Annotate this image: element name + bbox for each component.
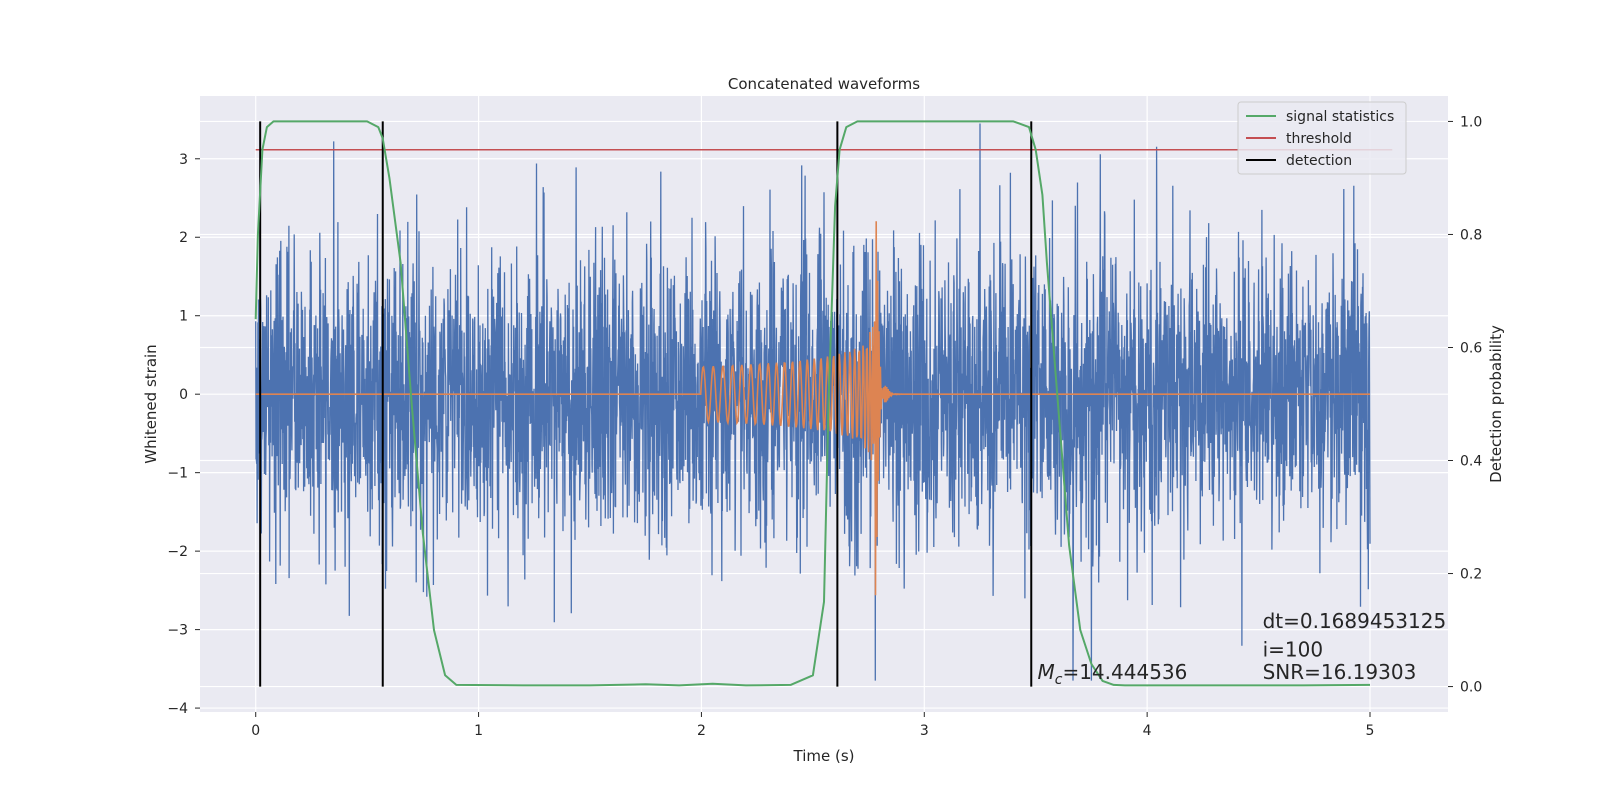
x-tick-label: 3 [920, 723, 929, 739]
y-tick-label: −4 [167, 701, 188, 717]
annotations: Mc=14.444536 dt=0.1689453125 i=100SNR=16.… [1037, 609, 1446, 688]
y-tick-label: 0 [179, 387, 188, 403]
legend-label: threshold [1286, 131, 1352, 147]
y-tick-label: 2 [179, 230, 188, 246]
chart-title: Concatenated waveforms [728, 75, 920, 93]
annotation-dt: dt=0.1689453125 [1263, 609, 1447, 633]
plot-data [254, 120, 1393, 687]
annotation-i: i=100 [1263, 637, 1324, 661]
y-right-tick-label: 0.0 [1460, 680, 1482, 696]
x-axis-label: Time (s) [793, 747, 855, 765]
y-axis-right-label: Detection probability [1487, 325, 1505, 483]
y-right-tick-label: 0.6 [1460, 340, 1482, 356]
x-tick-label: 1 [474, 723, 483, 739]
y-right-tick-label: 0.2 [1460, 567, 1482, 583]
annotation-mc: Mc=14.444536 [1037, 660, 1187, 688]
legend-label: detection [1286, 153, 1352, 169]
annotation-snr: SNR=16.19303 [1263, 660, 1417, 684]
y-right-tick-label: 0.8 [1460, 227, 1482, 243]
y-axis-label: Whitened strain [142, 344, 160, 463]
y-tick-label: −2 [167, 544, 188, 560]
y-right-tick-label: 1.0 [1460, 114, 1482, 130]
y-tick-label: −3 [167, 623, 188, 639]
x-tick-label: 5 [1366, 723, 1375, 739]
y-right-tick-label: 0.4 [1460, 454, 1482, 470]
legend-box [1237, 101, 1407, 175]
x-tick-label: 0 [251, 723, 260, 739]
axes: 0 1 2 3 4 5 −4 −3 −2 −1 0 1 2 3 0.0 0.2 0.4 0.6 0.8 1.0 [167, 114, 1482, 739]
legend-label: signal statistics [1286, 109, 1394, 125]
signal-statistics-line [254, 120, 1371, 687]
waveform-series-line [255, 221, 1370, 596]
x-tick-label: 2 [697, 723, 706, 739]
y-tick-label: 3 [179, 152, 188, 168]
y-tick-label: −1 [167, 466, 188, 482]
y-tick-label: 1 [179, 309, 188, 325]
legend: signal statistics threshold detection [1237, 101, 1407, 175]
x-tick-label: 4 [1143, 723, 1152, 739]
